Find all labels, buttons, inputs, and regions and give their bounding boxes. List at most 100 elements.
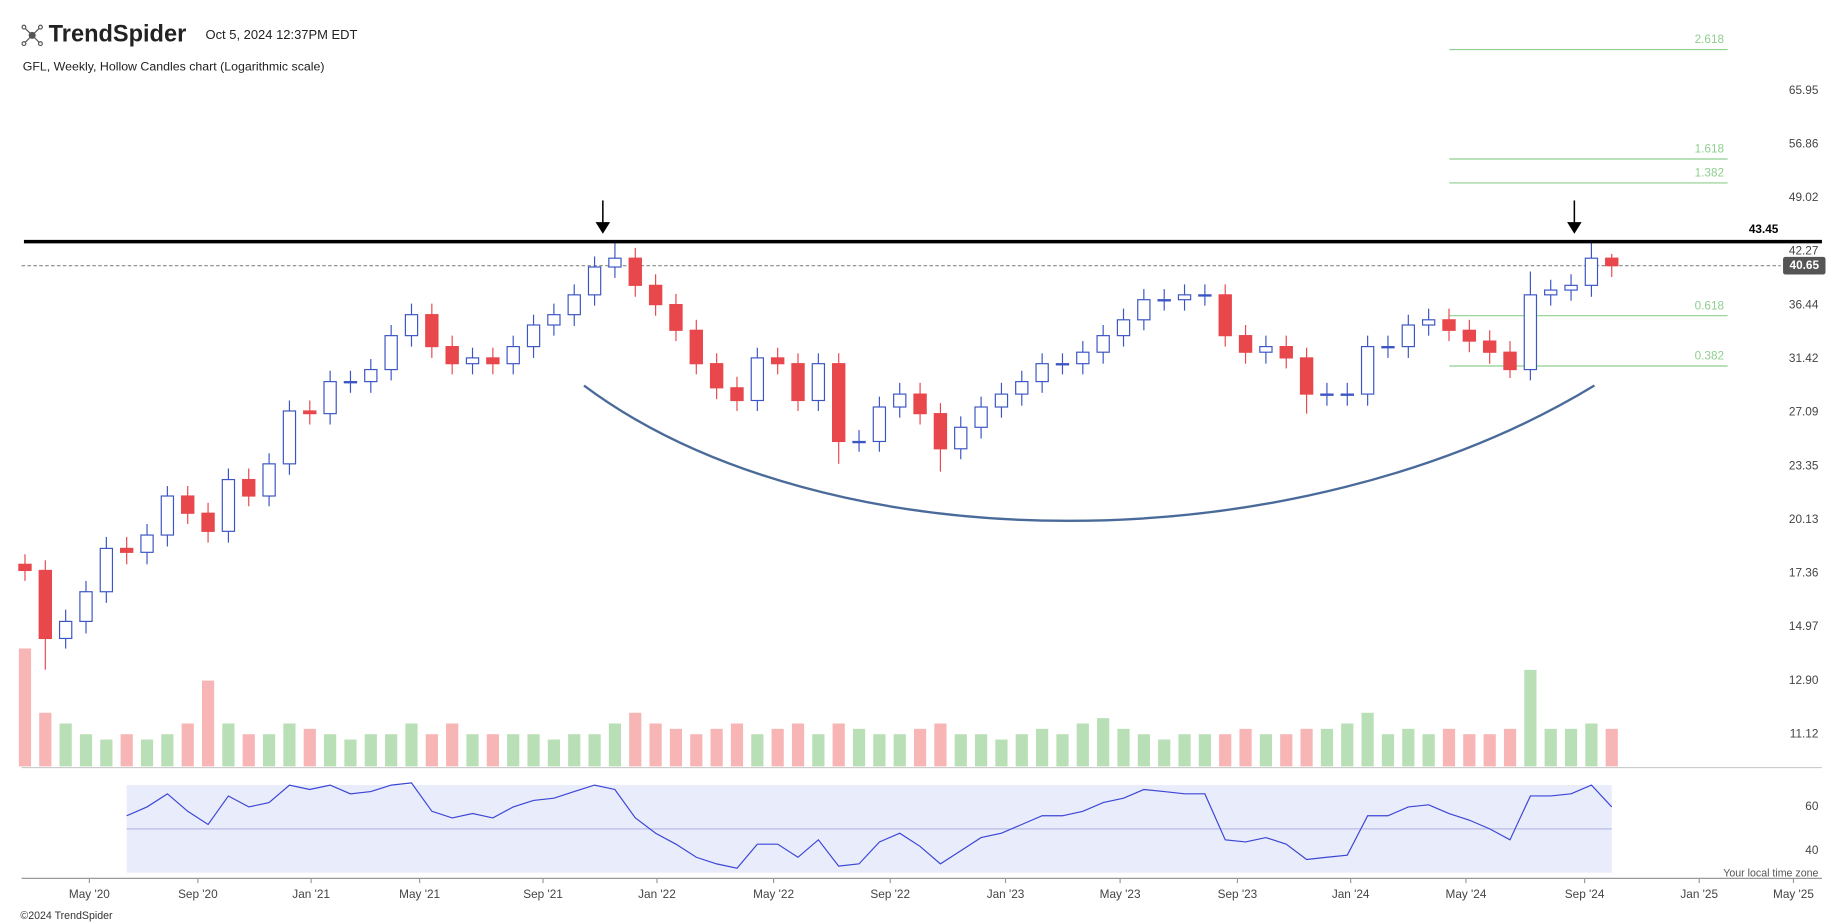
volume-bar	[283, 723, 296, 767]
candle-body	[954, 426, 968, 450]
candle-body	[1238, 335, 1253, 353]
candle-body	[1015, 381, 1029, 395]
candle-body	[1279, 346, 1293, 359]
candle-body	[709, 363, 724, 389]
volume-bar	[852, 728, 866, 767]
candle-body	[750, 357, 765, 402]
volume-bar	[507, 734, 520, 767]
candle-body	[770, 357, 785, 365]
volume-bar	[568, 734, 581, 767]
logo-icon	[21, 24, 43, 47]
volume-bar	[832, 723, 845, 767]
candle-body	[913, 393, 927, 415]
brand: TrendSpider	[49, 21, 187, 47]
candle-body	[1401, 324, 1416, 348]
x-tick-label: Sep '20	[178, 888, 218, 901]
y-tick-label: 11.12	[1790, 728, 1819, 741]
volume-bar	[629, 712, 642, 767]
volume-bar	[791, 723, 805, 767]
candle-body	[506, 346, 520, 365]
volume-bar	[324, 734, 337, 767]
candle-body	[445, 346, 459, 365]
volume-bar	[120, 734, 133, 767]
last-price-box	[1783, 256, 1826, 275]
candle-body	[1035, 363, 1049, 383]
candle-body	[282, 410, 297, 465]
volume-bar	[18, 648, 32, 767]
candle-body	[994, 393, 1009, 408]
candle-body	[262, 463, 276, 497]
candle-body	[1360, 346, 1375, 395]
volume-bar	[1320, 728, 1334, 767]
x-tick-label: May '21	[399, 888, 440, 901]
volume-bar	[873, 734, 886, 767]
candle-body	[1605, 257, 1619, 267]
x-tick-label: May '22	[753, 888, 794, 901]
candle-body	[1381, 346, 1395, 349]
candle-body	[1157, 299, 1171, 302]
rsi-tick-label: 60	[1805, 800, 1819, 813]
fib-label: 2.618	[1695, 33, 1725, 46]
y-tick-label: 14.97	[1789, 620, 1818, 633]
volume-bar	[771, 728, 784, 767]
x-tick-label: Jan '23	[987, 888, 1025, 901]
volume-bar	[79, 734, 93, 767]
candle-body	[303, 410, 317, 415]
x-tick-label: Jan '25	[1680, 888, 1718, 901]
volume-bar	[995, 739, 1008, 767]
candle-body	[1116, 319, 1131, 337]
x-tick-label: Sep '23	[1218, 888, 1258, 901]
candle-body	[608, 257, 622, 268]
y-tick-label: 12.90	[1789, 674, 1819, 687]
volume-bar	[344, 739, 357, 767]
candle-body	[832, 363, 846, 443]
candle-body	[160, 495, 175, 536]
volume-bar	[1097, 718, 1110, 767]
candle-body	[404, 314, 419, 337]
candle-body	[872, 406, 887, 443]
volume-bar	[751, 734, 764, 767]
volume-bar	[1381, 734, 1395, 767]
y-tick-label: 65.95	[1789, 84, 1819, 97]
timezone-note: Your local time zone	[1723, 867, 1818, 879]
fib-label: 0.618	[1695, 299, 1725, 312]
candle-body	[1259, 346, 1273, 353]
candle-body	[1076, 351, 1090, 365]
volume-bar	[181, 723, 194, 767]
volume-bar	[1503, 728, 1517, 767]
candle-body	[1544, 289, 1558, 296]
volume-bar	[1300, 728, 1313, 767]
candle-body	[1218, 294, 1232, 337]
volume-bar	[242, 734, 255, 767]
volume-bar	[59, 723, 72, 767]
volume-bar	[1076, 723, 1089, 767]
x-tick-label: Jan '24	[1332, 888, 1370, 901]
arrow	[595, 200, 1582, 234]
fib-label: 0.382	[1695, 350, 1724, 363]
volume-bar	[140, 739, 154, 767]
volume-bar	[812, 734, 825, 767]
candle-body	[119, 547, 134, 553]
x-tick-label: May '23	[1100, 888, 1141, 901]
volume-bar	[1178, 734, 1191, 767]
candle-body	[1564, 284, 1578, 291]
candle-body	[689, 329, 703, 365]
candle-body	[730, 387, 744, 402]
candle-body	[384, 335, 398, 371]
volume-bar	[161, 734, 174, 767]
cup-curve	[583, 384, 1596, 523]
candle-body	[58, 620, 73, 640]
candle-body	[242, 478, 256, 497]
candle-body	[1503, 351, 1517, 371]
candle-body	[587, 266, 602, 296]
volume-bar	[1544, 728, 1557, 767]
volume-bar	[1036, 728, 1049, 767]
chart-title: GFL, Weekly, Hollow Candles chart (Logar…	[23, 59, 325, 73]
volume-bar	[1483, 734, 1496, 767]
x-tick-label: May '20	[69, 888, 110, 901]
candle-body	[221, 478, 236, 532]
volume-bar	[913, 728, 927, 767]
volume-bar	[1564, 728, 1578, 767]
